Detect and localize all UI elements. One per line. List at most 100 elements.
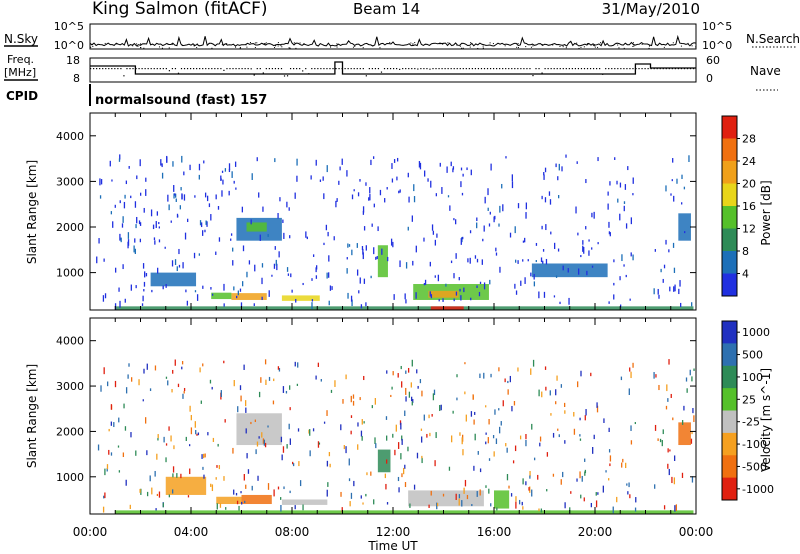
power-panel: 1000 2000 3000 4000 Slant Range [km] 4 8 12 16…	[25, 112, 773, 311]
velocity-colorbar-tick: -25	[742, 416, 760, 429]
time-tick-label: 08:00	[275, 525, 310, 539]
freq-tick-18: 18	[66, 54, 80, 67]
power-echo-region	[211, 292, 232, 300]
noise-sky-trace	[89, 34, 697, 47]
velocity-echo-region	[241, 494, 272, 505]
freq-label-1: Freq.	[7, 53, 34, 66]
velocity-echo-region	[281, 499, 328, 505]
power-colorbar-segment	[722, 228, 737, 252]
cpid-row: CPID normalsound (fast) 157	[6, 84, 267, 108]
noise-tick-top-right: 10^5	[702, 20, 732, 33]
velocity-colorbar-tick: -100	[742, 438, 767, 451]
power-echo-region	[115, 306, 694, 310]
noise-tick-bottom-right: 10^0	[702, 39, 732, 52]
velocity-echo-region	[236, 413, 282, 446]
power-ytick-label: 4000	[56, 130, 84, 143]
velocity-colorbar-label: Velocity [m s^-1]	[759, 368, 773, 472]
power-colorbar-segment	[722, 116, 737, 139]
velocity-echo-region	[377, 449, 391, 473]
velocity-panel: 1000 2000 3000 4000 Slant Range [km] 1000 50…	[25, 317, 774, 515]
velocity-colorbar-segment	[722, 343, 737, 367]
power-colorbar-segment	[722, 273, 737, 297]
noise-search-label: N.Search	[746, 32, 800, 46]
power-colorbar-label: Power [dB]	[759, 180, 773, 245]
power-echo-region	[531, 263, 608, 278]
velocity-colorbar-tick: 1000	[742, 326, 770, 339]
power-echo-region	[150, 272, 197, 287]
freq-label-2: [MHz]	[4, 66, 36, 79]
power-echo-region	[246, 222, 267, 232]
power-scatter-echoes	[96, 154, 693, 310]
cpid-value: normalsound (fast) 157	[95, 93, 267, 108]
power-echo-region	[428, 290, 459, 298]
time-tick-label: 00:00	[679, 525, 714, 539]
velocity-colorbar-segment	[722, 455, 737, 479]
frequency-panel: Freq. [MHz] 18 8 60 0 Nave	[4, 53, 781, 91]
velocity-colorbar-segment	[722, 410, 737, 434]
power-colorbar: 4 8 12 16 20 24 28	[721, 115, 756, 297]
power-colorbar-segment	[722, 206, 737, 229]
velocity-scatter-echoes	[97, 359, 695, 514]
nave-tick-60: 60	[706, 54, 720, 67]
velocity-echo-region	[408, 490, 484, 507]
time-axis-label: Time UT	[367, 539, 418, 553]
power-colorbar-tick: 20	[742, 178, 756, 191]
velocity-colorbar-segment	[722, 321, 737, 344]
power-colorbar-segment	[722, 251, 737, 274]
velocity-echo-region	[115, 510, 694, 514]
power-colorbar-tick: 12	[742, 223, 756, 236]
power-echo-region	[281, 295, 320, 301]
velocity-ytick-label: 2000	[56, 425, 84, 438]
velocity-colorbar-tick: -1000	[742, 483, 774, 496]
power-echo-region	[231, 293, 267, 300]
velocity-echo-region	[494, 490, 510, 509]
frequency-trace	[90, 61, 696, 75]
power-colorbar-tick: 24	[742, 155, 756, 168]
power-echo-region	[678, 213, 691, 241]
power-colorbar-segment	[722, 183, 737, 207]
power-echo-region	[430, 306, 464, 310]
velocity-ytick-label: 1000	[56, 471, 84, 484]
date-title: 31/May/2010	[602, 0, 700, 18]
velocity-ytick-label: 4000	[56, 335, 84, 348]
power-colorbar-tick: 16	[742, 200, 756, 213]
power-ylabel: Slant Range [km]	[25, 160, 39, 264]
velocity-colorbar-segment	[722, 432, 737, 456]
velocity-colorbar: 1000 500 100 25 -25 -100 -500 -1000	[721, 320, 774, 501]
cpid-label: CPID	[6, 89, 38, 103]
noise-tick-bottom-left: 10^0	[54, 39, 84, 52]
time-tick-label: 16:00	[477, 525, 512, 539]
noise-tick-top-left: 10^5	[54, 20, 84, 33]
power-colorbar-tick: 8	[742, 245, 749, 258]
velocity-colorbar-segment	[722, 388, 737, 411]
velocity-echo-region	[216, 496, 242, 505]
noise-sky-label: N.Sky	[4, 32, 38, 46]
velocity-colorbar-segment	[722, 477, 737, 501]
velocity-colorbar-tick: 25	[742, 393, 756, 406]
power-colorbar-tick: 28	[742, 133, 756, 146]
power-ytick-label: 2000	[56, 221, 84, 234]
power-ytick-label: 3000	[56, 175, 84, 188]
nave-tick-0: 0	[706, 72, 713, 85]
power-echo-region	[377, 245, 388, 278]
freq-tick-8: 8	[73, 72, 80, 85]
time-tick-label: 04:00	[174, 525, 209, 539]
station-title: King Salmon (fitACF)	[92, 0, 268, 19]
time-tick-label: 20:00	[578, 525, 613, 539]
power-colorbar-segment	[722, 161, 737, 184]
beam-title: Beam 14	[353, 0, 420, 18]
time-axis: 00:00 04:00 08:00 12:00 16:00 20:00 00:00	[73, 525, 714, 539]
velocity-echo-region	[165, 476, 207, 495]
time-tick-label: 12:00	[376, 525, 411, 539]
power-ytick-label: 1000	[56, 267, 84, 280]
velocity-colorbar-tick: 100	[742, 371, 763, 384]
noise-panel: N.Sky 10^5 10^0 10^5 10^0 N.Search	[4, 20, 800, 52]
power-colorbar-tick: 4	[742, 268, 749, 281]
nave-label: Nave	[750, 64, 781, 78]
velocity-colorbar-segment	[722, 365, 737, 389]
velocity-ytick-label: 3000	[56, 380, 84, 393]
power-colorbar-segment	[722, 138, 737, 162]
velocity-colorbar-tick: -500	[742, 460, 767, 473]
velocity-colorbar-tick: 500	[742, 349, 763, 362]
